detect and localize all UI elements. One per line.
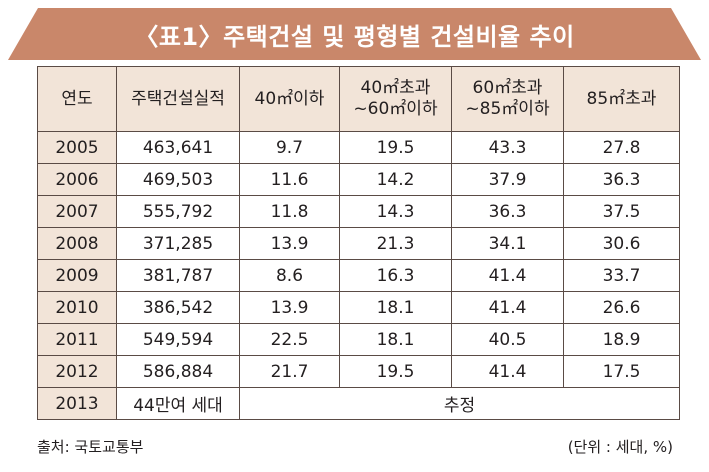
cell-total: 555,792	[116, 195, 240, 228]
header-year: 연도	[37, 66, 117, 132]
cell-year: 2010	[37, 291, 117, 324]
cell-over-85: 27.8	[563, 131, 680, 164]
cell-over-85: 18.9	[563, 323, 680, 356]
cell-40-60: 14.2	[339, 163, 452, 196]
cell-under-40: 11.6	[239, 163, 340, 196]
cell-40-60: 18.1	[339, 323, 452, 356]
header-over-85: 85㎡초과	[563, 66, 680, 132]
cell-year: 2007	[37, 195, 117, 228]
table-row: 2010 386,542 13.9 18.1 41.4 26.6	[37, 291, 680, 324]
cell-total: 371,285	[116, 227, 240, 260]
cell-year: 2011	[37, 323, 117, 356]
header-40-60: 40㎡초과 ~60㎡이하	[339, 66, 452, 132]
table-header-row: 연도 주택건설실적 40㎡이하 40㎡초과 ~60㎡이하 60㎡초과 ~85㎡이…	[37, 66, 680, 132]
cell-total: 549,594	[116, 323, 240, 356]
table-row: 2012 586,884 21.7 19.5 41.4 17.5	[37, 355, 680, 388]
cell-under-40: 8.6	[239, 259, 340, 292]
cell-total: 469,503	[116, 163, 240, 196]
cell-60-85: 36.3	[451, 195, 564, 228]
source-note: 출처: 국토교통부	[37, 438, 144, 456]
cell-60-85: 34.1	[451, 227, 564, 260]
housing-construction-table: 연도 주택건설실적 40㎡이하 40㎡초과 ~60㎡이하 60㎡초과 ~85㎡이…	[37, 66, 680, 420]
cell-over-85: 33.7	[563, 259, 680, 292]
title-banner: 〈표1〉주택건설 및 평형별 건설비율 추이	[8, 8, 701, 60]
table-row: 2011 549,594 22.5 18.1 40.5 18.9	[37, 323, 680, 356]
cell-year: 2009	[37, 259, 117, 292]
cell-year: 2013	[37, 387, 117, 420]
cell-year: 2012	[37, 355, 117, 388]
cell-40-60: 21.3	[339, 227, 452, 260]
cell-60-85: 41.4	[451, 259, 564, 292]
cell-over-85: 36.3	[563, 163, 680, 196]
cell-40-60: 19.5	[339, 131, 452, 164]
cell-over-85: 37.5	[563, 195, 680, 228]
table-row: 2006 469,503 11.6 14.2 37.9 36.3	[37, 163, 680, 196]
cell-over-85: 26.6	[563, 291, 680, 324]
cell-under-40: 21.7	[239, 355, 340, 388]
table-row-2013: 2013 44만여 세대 추정	[37, 387, 680, 420]
cell-60-85: 40.5	[451, 323, 564, 356]
header-total: 주택건설실적	[116, 66, 240, 132]
cell-40-60: 18.1	[339, 291, 452, 324]
cell-under-40: 11.8	[239, 195, 340, 228]
table-title: 〈표1〉주택건설 및 평형별 건설비율 추이	[134, 22, 575, 51]
cell-under-40: 13.9	[239, 291, 340, 324]
header-60-85: 60㎡초과 ~85㎡이하	[451, 66, 564, 132]
table-row: 2007 555,792 11.8 14.3 36.3 37.5	[37, 195, 680, 228]
cell-40-60: 14.3	[339, 195, 452, 228]
cell-60-85: 43.3	[451, 131, 564, 164]
title-banner-shape	[8, 8, 701, 60]
cell-total: 463,641	[116, 131, 240, 164]
table-row: 2009 381,787 8.6 16.3 41.4 33.7	[37, 259, 680, 292]
cell-40-60: 19.5	[339, 355, 452, 388]
cell-total: 381,787	[116, 259, 240, 292]
cell-under-40: 13.9	[239, 227, 340, 260]
cell-year: 2008	[37, 227, 117, 260]
cell-year: 2005	[37, 131, 117, 164]
cell-over-85: 30.6	[563, 227, 680, 260]
table-row: 2008 371,285 13.9 21.3 34.1 30.6	[37, 227, 680, 260]
cell-under-40: 22.5	[239, 323, 340, 356]
cell-year: 2006	[37, 163, 117, 196]
unit-note: (단위 : 세대, %)	[567, 438, 673, 456]
cell-total: 44만여 세대	[116, 387, 240, 420]
cell-total: 586,884	[116, 355, 240, 388]
cell-under-40: 9.7	[239, 131, 340, 164]
cell-60-85: 41.4	[451, 291, 564, 324]
cell-60-85: 41.4	[451, 355, 564, 388]
header-under-40: 40㎡이하	[239, 66, 340, 132]
cell-60-85: 37.9	[451, 163, 564, 196]
cell-estimate-note: 추정	[239, 387, 680, 420]
cell-over-85: 17.5	[563, 355, 680, 388]
table-row: 2005 463,641 9.7 19.5 43.3 27.8	[37, 131, 680, 164]
cell-total: 386,542	[116, 291, 240, 324]
cell-40-60: 16.3	[339, 259, 452, 292]
